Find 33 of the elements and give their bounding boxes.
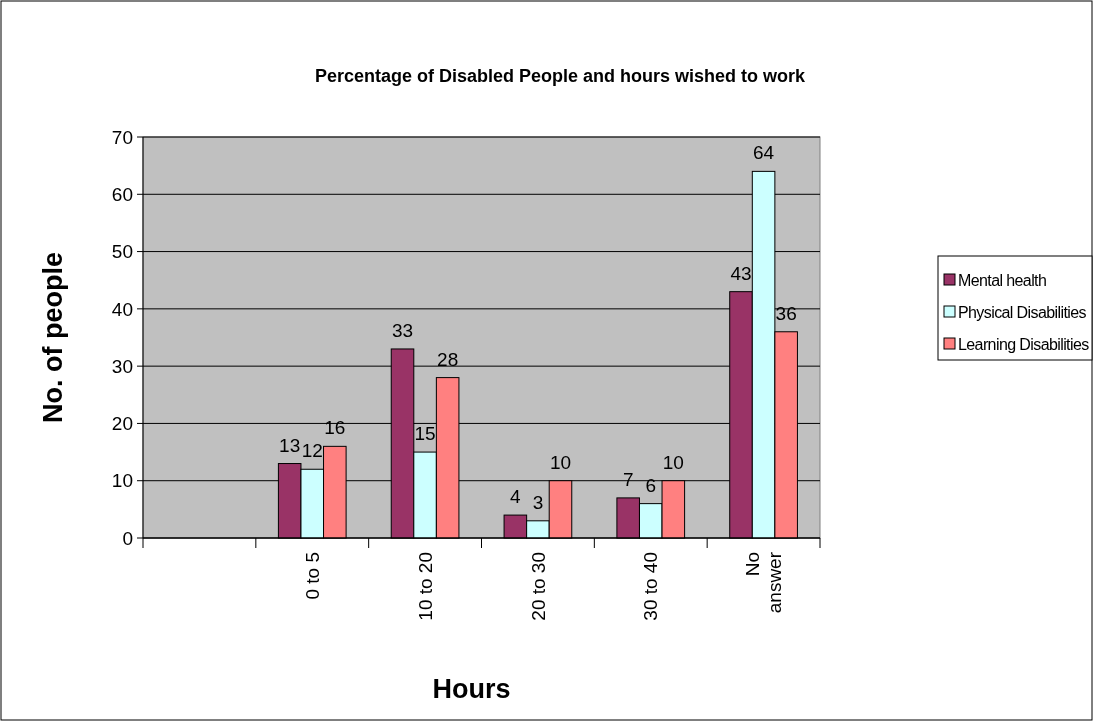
- x-tick-label: 0 to 5: [301, 552, 323, 600]
- data-label: 3: [532, 491, 544, 513]
- y-tick-label: 30: [111, 355, 133, 377]
- data-label: 10: [549, 451, 572, 473]
- x-axis-title: Hours: [432, 674, 511, 704]
- data-label: 10: [662, 451, 684, 473]
- y-tick-label: 50: [111, 241, 133, 263]
- data-label: 36: [775, 302, 797, 324]
- data-label: 6: [645, 474, 657, 496]
- x-tick-label: No answer: [741, 551, 785, 614]
- y-tick-label: 0: [122, 527, 133, 549]
- y-tick-label: 10: [111, 470, 133, 492]
- data-label: 4: [510, 486, 522, 508]
- data-label: 43: [730, 262, 752, 284]
- y-tick-label: 60: [111, 183, 133, 205]
- y-tick-label: 40: [111, 298, 133, 320]
- x-tick-label: 20 to 30: [527, 552, 549, 621]
- data-label: 28: [437, 348, 459, 370]
- legend-label: Mental health: [958, 271, 1047, 289]
- data-label: 15: [414, 423, 436, 445]
- data-label: 33: [391, 319, 414, 341]
- data-label: 16: [324, 417, 346, 439]
- data-label: 64: [753, 142, 775, 164]
- y-axis-title: No. of people: [38, 252, 68, 423]
- y-tick-label: 20: [111, 413, 133, 435]
- data-label: 13: [279, 434, 301, 456]
- x-tick-label: 30 to 40: [640, 552, 662, 621]
- legend-label: Learning Disabilities: [958, 335, 1090, 353]
- x-tick-label: 10 to 20: [414, 552, 436, 621]
- data-label: 12: [301, 440, 323, 462]
- legend-label: Physical Disabilities: [958, 303, 1087, 321]
- chart-title: Percentage of Disabled People and hours wished to work: [314, 66, 807, 86]
- y-tick-label: 70: [111, 126, 133, 148]
